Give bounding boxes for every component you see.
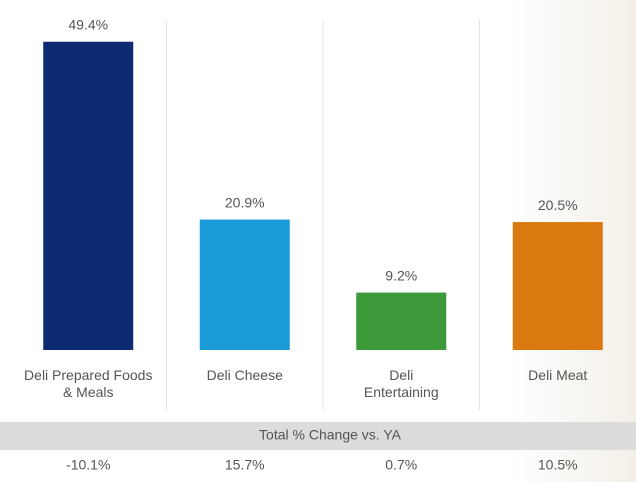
bar — [356, 292, 447, 350]
change-value: 10.5% — [538, 457, 578, 473]
value-label: 20.9% — [225, 194, 265, 210]
change-value: -10.1% — [66, 457, 110, 473]
change-value: 0.7% — [385, 457, 417, 473]
bar — [512, 222, 603, 350]
category-label: Deli Prepared Foods & Meals — [24, 367, 153, 400]
bar — [43, 41, 134, 351]
category-label: Deli Entertaining — [363, 367, 439, 400]
change-value: 15.7% — [225, 457, 265, 473]
change-band — [0, 422, 636, 450]
category-label: Deli Cheese — [206, 367, 283, 383]
change-title: Total % Change vs. YA — [259, 427, 402, 443]
bar — [199, 219, 290, 350]
value-label: 20.5% — [538, 197, 578, 213]
value-label: 49.4% — [68, 16, 108, 32]
value-label: 9.2% — [385, 267, 417, 283]
category-label: Deli Meat — [528, 367, 588, 383]
